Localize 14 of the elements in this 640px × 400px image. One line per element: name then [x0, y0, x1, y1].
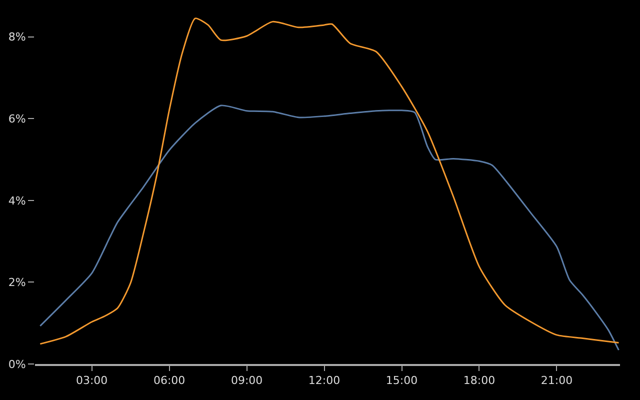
x-tick-label: 12:00: [308, 374, 340, 388]
y-tick-label: 4%: [8, 194, 26, 208]
y-tick-label: 0%: [8, 358, 26, 371]
line-series: [39, 104, 620, 351]
y-tick-label: 8%: [8, 30, 26, 44]
y-tick-label: 6%: [8, 112, 26, 126]
x-tick-label: 06:00: [153, 374, 186, 388]
x-tick-label: 21:00: [540, 374, 573, 388]
x-tick-label: 09:00: [230, 374, 263, 388]
x-tick-label: 18:00: [463, 374, 496, 388]
y-tick-label: 2%: [8, 276, 26, 290]
x-tick-label: 15:00: [386, 374, 418, 388]
x-tick-label: 03:00: [76, 374, 108, 388]
line-series: [39, 18, 620, 345]
